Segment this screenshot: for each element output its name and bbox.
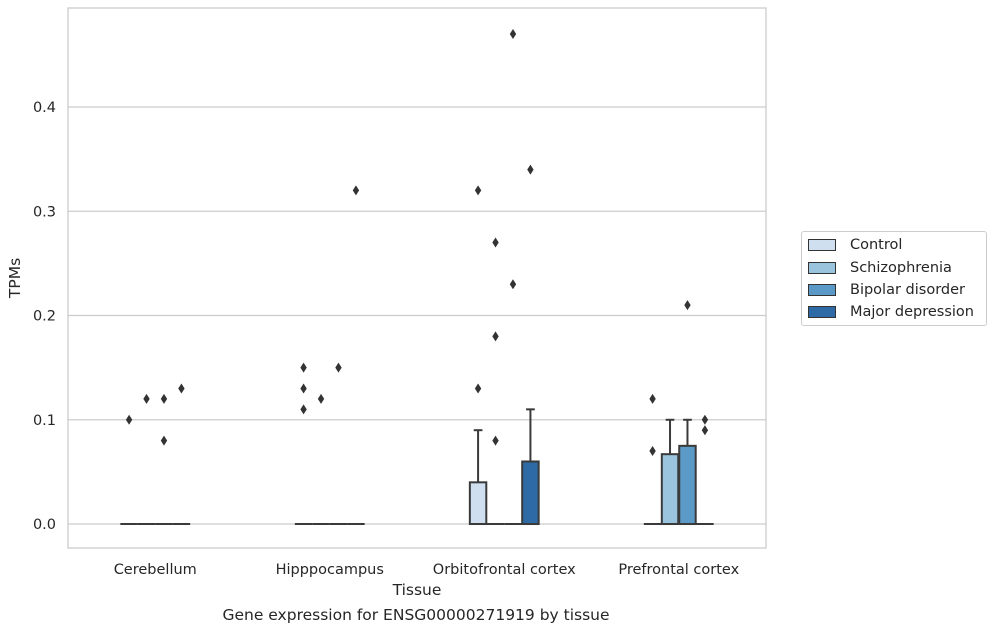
box-rect-0-2 (468, 481, 488, 526)
box-2-1 (329, 362, 348, 526)
x-tick-label-2: Orbitofrontal cortex (433, 562, 576, 578)
outlier-0-2-0 (474, 383, 482, 394)
box-2-3 (678, 300, 697, 526)
outlier-1-2-2 (492, 237, 499, 248)
outlier-0-3-0 (649, 446, 656, 457)
plot-area (67, 7, 767, 549)
outlier-1-2-1 (492, 331, 499, 342)
box-rect-2-3 (678, 444, 697, 526)
y-tick-labels: 0.0 0.1 0.2 0.3 0.4 (33, 100, 56, 533)
outlier-3-1-0 (352, 185, 360, 196)
legend-swatch-schizophrenia (808, 262, 836, 274)
box-3-2 (521, 164, 540, 526)
y-tick-label-0: 0.0 (33, 517, 56, 533)
outlier-0-1-2 (300, 362, 307, 373)
box-2-0 (155, 393, 173, 526)
outlier-3-3-1 (701, 414, 709, 425)
box-3-1 (347, 185, 365, 526)
x-axis-label: Tissue (392, 581, 442, 599)
box-rect-1-3 (660, 453, 680, 526)
legend-label-major-depression: Major depression (850, 304, 974, 320)
box-0-1 (294, 362, 313, 526)
y-tick-label-1: 0.1 (33, 413, 56, 429)
outlier-1-1-0 (317, 393, 325, 404)
box-3-3 (696, 414, 714, 526)
chart-caption: Gene expression for ENSG00000271919 by t… (222, 606, 610, 624)
y-tick-label-3: 0.3 (33, 204, 56, 220)
legend-item-control: Control (808, 235, 902, 255)
legend-swatch-major-depression (808, 306, 836, 318)
box-marks (120, 29, 714, 526)
legend-label-bipolar-disorder: Bipolar disorder (850, 282, 965, 298)
y-tick-label-2: 0.2 (33, 309, 56, 325)
legend-item-bipolar-disorder: Bipolar disorder (808, 280, 965, 300)
legend-item-major-depression: Major depression (808, 302, 974, 322)
legend-item-schizophrenia: Schizophrenia (808, 258, 952, 278)
outlier-3-0-0 (178, 383, 185, 394)
box-0-2 (468, 185, 488, 526)
legend-label-control: Control (850, 237, 903, 253)
box-0-3 (643, 393, 662, 526)
outlier-1-2-0 (492, 435, 499, 446)
box-1-3 (660, 418, 680, 526)
outlier-3-2-0 (527, 164, 534, 175)
box-1-1 (312, 393, 330, 526)
outlier-1-0-0 (143, 393, 150, 404)
x-tick-label-1: Hipppocampus (276, 562, 384, 578)
y-axis-label: TPMs (6, 258, 24, 299)
outlier-0-2-1 (474, 185, 482, 196)
x-tick-label-0: Cerebellum (114, 562, 197, 578)
outlier-2-2-0 (509, 279, 517, 290)
outlier-0-1-1 (300, 383, 307, 394)
outlier-0-1-0 (300, 404, 307, 415)
box-0-0 (120, 414, 138, 526)
box-1-2 (486, 237, 505, 526)
outlier-2-1-0 (335, 362, 342, 373)
box-2-2 (504, 29, 522, 526)
box-3-0 (172, 383, 191, 526)
outlier-3-3-0 (701, 425, 709, 436)
outlier-2-0-1 (160, 393, 168, 404)
outlier-2-3-0 (684, 300, 691, 311)
legend-swatch-control (808, 239, 836, 251)
box-1-0 (137, 393, 156, 526)
outlier-2-0-0 (160, 435, 168, 446)
outlier-0-3-1 (649, 393, 656, 404)
y-tick-label-4: 0.4 (33, 100, 56, 116)
legend: Control Schizophrenia Bipolar disorder M… (801, 231, 987, 326)
outlier-0-0-0 (125, 414, 133, 425)
x-tick-labels: Cerebellum Hipppocampus Orbitofrontal cort… (114, 562, 740, 578)
legend-label-schizophrenia: Schizophrenia (850, 260, 952, 276)
legend-swatch-bipolar-disorder (808, 284, 836, 296)
box-rect-3-2 (521, 460, 540, 526)
outlier-2-2-1 (509, 29, 517, 40)
x-tick-label-3: Prefrontal cortex (618, 562, 739, 578)
